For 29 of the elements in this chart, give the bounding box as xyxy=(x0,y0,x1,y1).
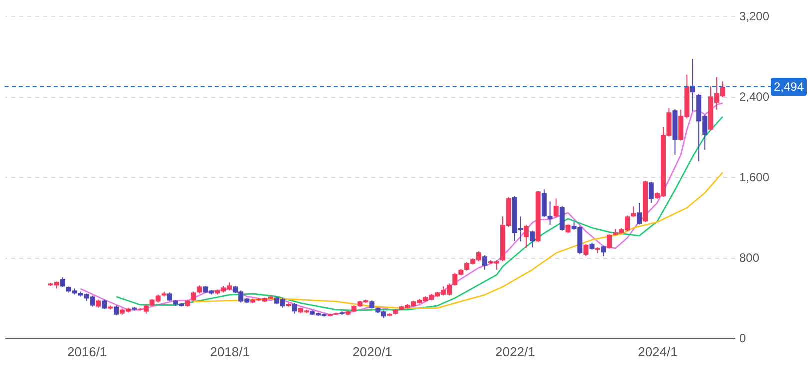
candlestick xyxy=(648,182,654,204)
candlestick xyxy=(631,206,636,218)
y-tick-label: 1,600 xyxy=(740,170,770,184)
y-tick-label: 0 xyxy=(740,332,746,346)
candlestick xyxy=(292,302,298,314)
line-series xyxy=(192,172,724,310)
ref-line-label: 2,494 xyxy=(774,80,804,94)
candlestick xyxy=(601,245,606,257)
x-tick-label: 2020/1 xyxy=(352,344,393,360)
candlestick xyxy=(524,224,529,249)
candlestick xyxy=(482,254,488,270)
x-tick-label: 2018/1 xyxy=(210,344,250,360)
candlestick xyxy=(637,202,642,226)
y-tick-label: 800 xyxy=(740,251,760,265)
x-tick-label: 2024/1 xyxy=(638,344,678,360)
candlestick xyxy=(566,224,571,234)
candlestick xyxy=(114,305,120,316)
candlestick xyxy=(560,206,565,232)
candlestick xyxy=(60,277,66,288)
candlestick xyxy=(102,299,108,310)
candlestick xyxy=(554,198,559,218)
x-tick-label: 2022/1 xyxy=(496,344,536,360)
candlestick xyxy=(607,234,612,250)
candlestick xyxy=(530,230,535,248)
x-tick-label: 2016/1 xyxy=(67,344,108,360)
y-tick-label: 2,400 xyxy=(740,90,770,104)
y-tick-label: 3,200 xyxy=(740,10,770,24)
candlestick xyxy=(191,291,196,302)
candlestick xyxy=(584,244,589,257)
